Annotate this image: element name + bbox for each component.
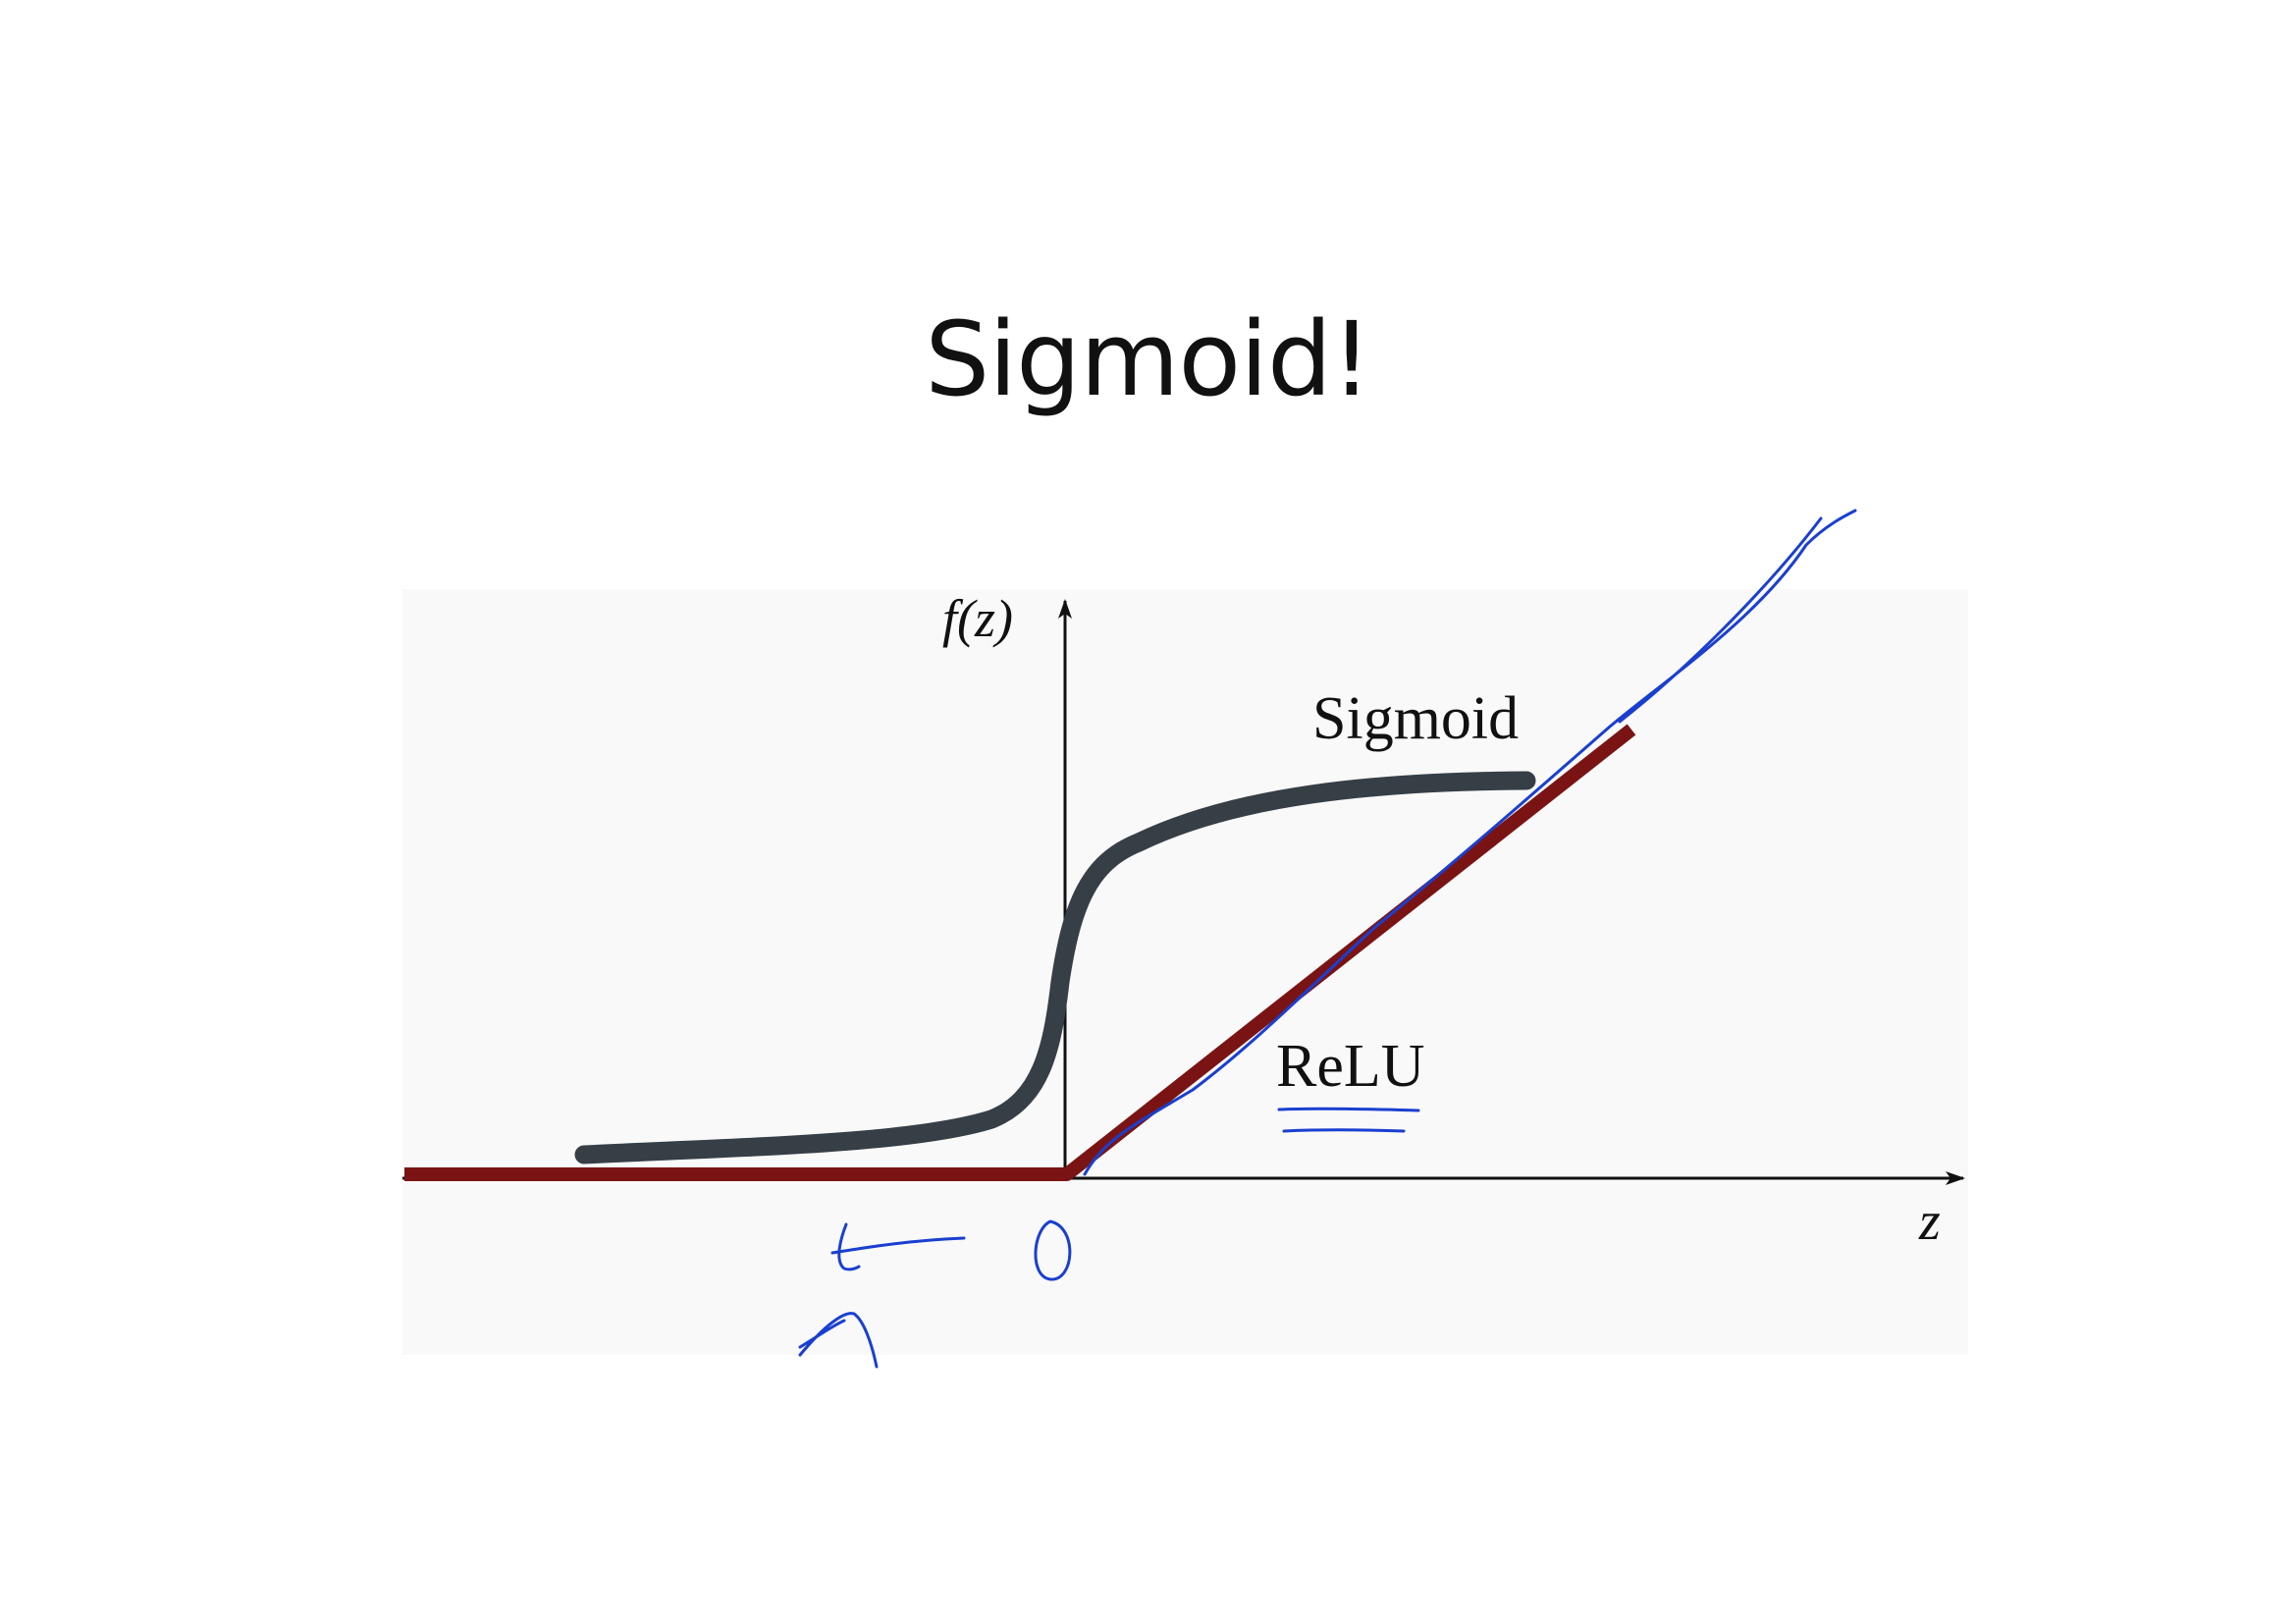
- left-arrow-icon: [830, 1222, 966, 1271]
- trace-line-icon: [1083, 509, 1857, 1176]
- relu-label: ReLU: [1276, 1033, 1425, 1100]
- figure-background: [402, 589, 1968, 1355]
- x-axis-label: z: [1918, 1191, 1941, 1252]
- y-axis-label: f(z): [942, 589, 1013, 648]
- x-mark-icon: [798, 1312, 879, 1369]
- sigmoid-label: Sigmoid: [1312, 685, 1519, 752]
- relu-curve: [404, 724, 1636, 1181]
- ink-annotations: [798, 509, 1857, 1369]
- double-underline-icon: [1277, 1107, 1420, 1133]
- slide-title: Sigmoid!: [925, 299, 1371, 419]
- zero-mark: [1034, 1219, 1072, 1281]
- trace-line-icon-hook: [1618, 516, 1823, 724]
- sigmoid-curve: [574, 771, 1536, 1164]
